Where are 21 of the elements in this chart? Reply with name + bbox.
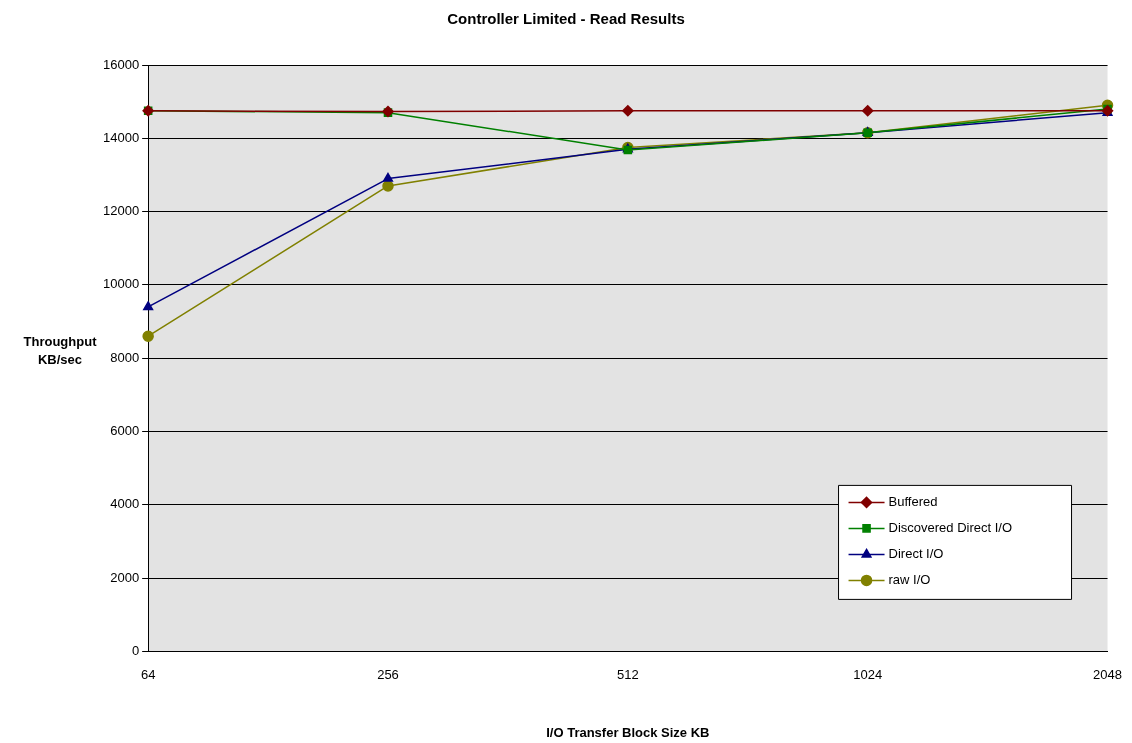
x-tick-label: 2048 <box>1093 666 1122 682</box>
x-tick-label: 256 <box>377 666 399 682</box>
y-tick-label: 10000 <box>102 276 140 292</box>
legend-label: raw I/O <box>888 571 931 587</box>
x-axis-title: I/O Transfer Block Size KB <box>546 725 710 740</box>
y-tick-label: 4000 <box>110 496 140 512</box>
legend-label: Discovered Direct I/O <box>888 519 1013 535</box>
y-tick-label: 12000 <box>102 203 140 219</box>
y-tick-label: 16000 <box>102 56 140 72</box>
y-tick-label: 14000 <box>102 129 140 145</box>
x-tick-label: 1024 <box>853 666 883 682</box>
legend-label: Buffered <box>888 493 938 509</box>
chart-title: Controller Limited - Read Results <box>447 10 685 27</box>
y-tick-label: 0 <box>131 642 140 658</box>
x-tick-label: 64 <box>140 666 156 682</box>
y-tick-label: 6000 <box>110 423 140 439</box>
legend-label: Direct I/O <box>888 545 944 561</box>
y-axis-title: Throughput KB/sec <box>23 334 98 368</box>
y-tick-label: 8000 <box>110 349 140 365</box>
x-tick-label: 512 <box>616 666 639 682</box>
y-tick-label: 2000 <box>110 569 140 585</box>
